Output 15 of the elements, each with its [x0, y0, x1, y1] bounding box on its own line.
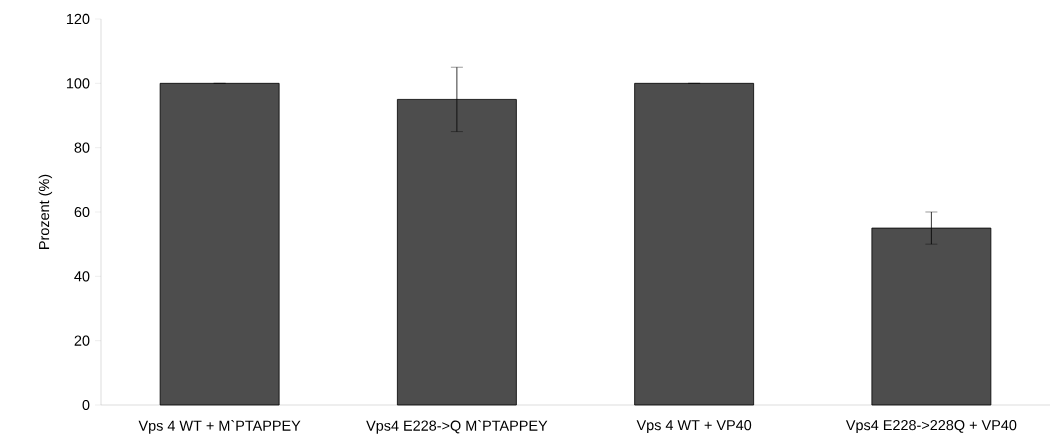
x-tick-label: Vps 4 WT + VP40	[636, 420, 752, 434]
bar	[396, 99, 517, 406]
y-tick-label: 60	[74, 206, 90, 218]
y-axis-title: Prozent (%)	[38, 174, 53, 249]
x-tick-label: Vps 4 WT + M`PTAPPEY	[138, 420, 301, 434]
y-tick-label: 80	[74, 142, 90, 153]
y-tick-label: 0	[82, 399, 90, 411]
bar	[159, 82, 280, 406]
bar	[634, 82, 755, 406]
y-tick-label: 100	[66, 78, 90, 89]
y-tick-label: 20	[74, 335, 90, 346]
y-tick-label: 40	[74, 271, 90, 282]
x-tick-label: Vps4 E228->Q M`PTAPPEY	[366, 420, 548, 434]
x-tick-label: Vps4 E228->228Q + VP40	[845, 420, 1017, 434]
y-tick-label: 120	[66, 13, 90, 25]
